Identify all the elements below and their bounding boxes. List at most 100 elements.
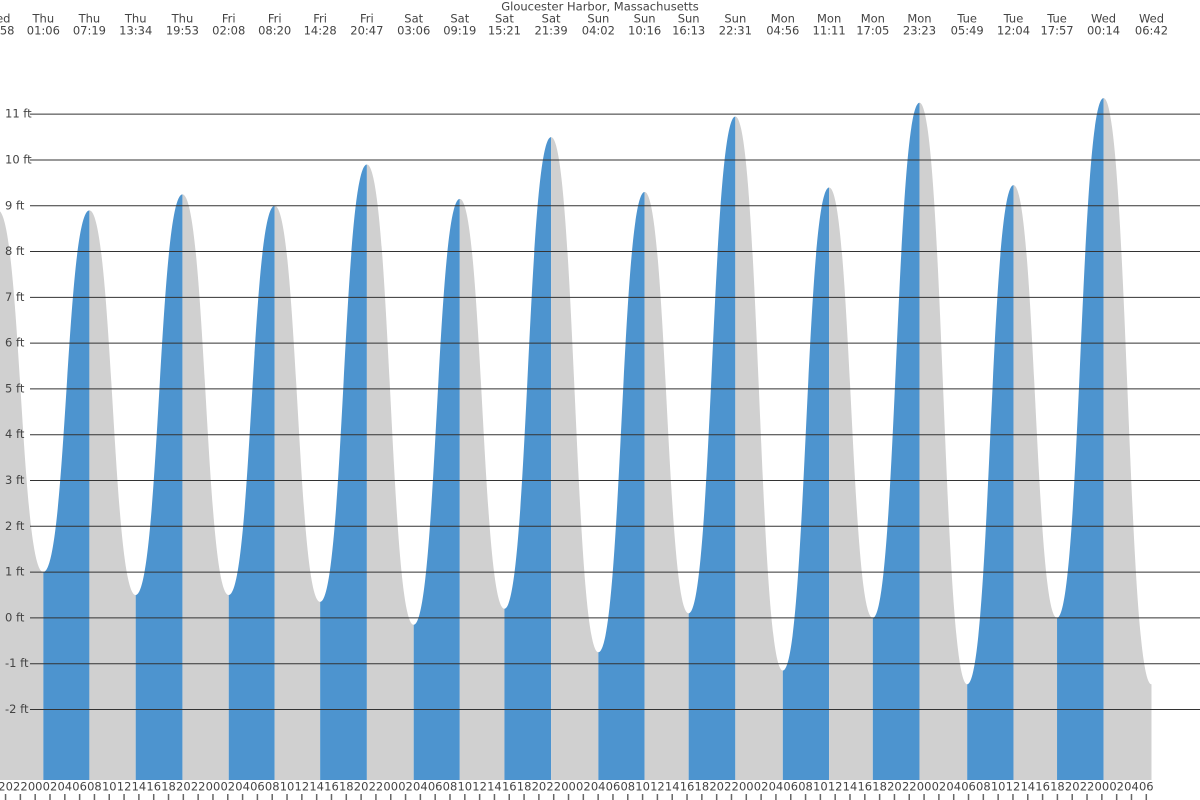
x-tick-label: 02 bbox=[576, 780, 591, 794]
rising-tide bbox=[228, 205, 275, 780]
extreme-day: Tue bbox=[1046, 12, 1067, 26]
x-tick-label: 10 bbox=[635, 780, 650, 794]
x-tick-label: 04 bbox=[235, 780, 250, 794]
x-tick-label: 00 bbox=[383, 780, 398, 794]
extreme-time: 20:47 bbox=[350, 24, 383, 38]
x-tick-label: 14 bbox=[309, 780, 324, 794]
falling-tide bbox=[0, 211, 44, 780]
extreme-day: Fri bbox=[222, 12, 236, 26]
extreme-time: 09:19 bbox=[443, 24, 476, 38]
x-tick-label: 00 bbox=[561, 780, 576, 794]
rising-tide bbox=[43, 210, 90, 780]
extreme-time: 00:14 bbox=[1087, 24, 1120, 38]
extreme-day: Tue bbox=[1003, 12, 1024, 26]
x-tick-label: 12 bbox=[650, 780, 665, 794]
x-tick-label: 12 bbox=[472, 780, 487, 794]
extreme-day: Mon bbox=[907, 12, 931, 26]
x-tick-label: 06 bbox=[783, 780, 798, 794]
falling-tide bbox=[1103, 98, 1152, 780]
x-tick-label: 02 bbox=[43, 780, 58, 794]
x-tick-label: 08 bbox=[443, 780, 458, 794]
extreme-day: Sat bbox=[495, 12, 514, 26]
x-tick-label: 18 bbox=[517, 780, 532, 794]
x-tick-label: 04 bbox=[1124, 780, 1139, 794]
x-tick-label: 04 bbox=[591, 780, 606, 794]
x-tick-label: 02 bbox=[754, 780, 769, 794]
tide-areas bbox=[0, 98, 1152, 781]
extreme-time: 22:31 bbox=[719, 24, 752, 38]
x-tick-label: 00 bbox=[917, 780, 932, 794]
x-tick-label: 12 bbox=[117, 780, 132, 794]
x-tick-label: 14 bbox=[843, 780, 858, 794]
extreme-time: 13:34 bbox=[119, 24, 152, 38]
x-tick-label: 20 bbox=[709, 780, 724, 794]
falling-tide bbox=[829, 187, 873, 780]
extreme-time: 04:02 bbox=[582, 24, 615, 38]
x-tick-label: 16 bbox=[1035, 780, 1050, 794]
extreme-time: 23:23 bbox=[903, 24, 936, 38]
extreme-day: Mon bbox=[861, 12, 885, 26]
x-tick-label: 20 bbox=[0, 780, 13, 794]
x-tick-label: 20 bbox=[1065, 780, 1080, 794]
falling-tide bbox=[459, 198, 505, 781]
extreme-time: 08:20 bbox=[258, 24, 291, 38]
extreme-day: Sun bbox=[587, 12, 609, 26]
x-tick-label: 06 bbox=[72, 780, 87, 794]
x-tick-label: 06 bbox=[250, 780, 265, 794]
x-tick-label: 16 bbox=[146, 780, 161, 794]
extreme-day: Wed bbox=[1139, 12, 1164, 26]
grid bbox=[4, 113, 1200, 800]
extreme-time: 07:19 bbox=[73, 24, 106, 38]
x-tick-label: 08 bbox=[976, 780, 991, 794]
y-tick-label: 4 ft bbox=[5, 427, 25, 441]
x-tick-label: 16 bbox=[680, 780, 695, 794]
extreme-time: 18:58 bbox=[0, 24, 15, 38]
falling-tide bbox=[89, 210, 136, 780]
y-tick-label: -1 ft bbox=[5, 656, 29, 670]
y-tick-label: 6 ft bbox=[5, 336, 25, 350]
x-tick-label: 16 bbox=[324, 780, 339, 794]
extreme-day: Wed bbox=[1091, 12, 1116, 26]
rising-tide bbox=[1057, 98, 1104, 780]
x-tick-label: 22 bbox=[191, 780, 206, 794]
y-tick-label: 3 ft bbox=[5, 473, 25, 487]
y-tick-label: 1 ft bbox=[5, 565, 25, 579]
extreme-day: Wed bbox=[0, 12, 10, 26]
extreme-time: 01:06 bbox=[27, 24, 60, 38]
extreme-time: 06:42 bbox=[1135, 24, 1168, 38]
extreme-time: 17:05 bbox=[856, 24, 889, 38]
rising-tide bbox=[872, 102, 920, 780]
extreme-day: Thu bbox=[78, 12, 101, 26]
x-tick-label: 18 bbox=[1050, 780, 1065, 794]
extreme-day: Sun bbox=[724, 12, 746, 26]
x-tick-label: 18 bbox=[339, 780, 354, 794]
x-tick-label: 08 bbox=[87, 780, 102, 794]
x-tick-label: 08 bbox=[620, 780, 635, 794]
falling-tide bbox=[1013, 185, 1058, 780]
extreme-day: Sat bbox=[404, 12, 423, 26]
x-tick-label: 00 bbox=[28, 780, 43, 794]
extreme-time: 19:53 bbox=[166, 24, 199, 38]
extreme-time: 21:39 bbox=[535, 24, 568, 38]
x-tick-label: 02 bbox=[932, 780, 947, 794]
x-tick-label: 06 bbox=[1139, 780, 1154, 794]
x-tick-label: 20 bbox=[176, 780, 191, 794]
y-tick-label: 9 ft bbox=[5, 198, 25, 212]
extreme-day: Thu bbox=[124, 12, 147, 26]
x-tick-label: 12 bbox=[295, 780, 310, 794]
extreme-day: Sat bbox=[542, 12, 561, 26]
extreme-time: 17:57 bbox=[1040, 24, 1073, 38]
x-tick-label: 06 bbox=[606, 780, 621, 794]
extreme-time: 02:08 bbox=[212, 24, 245, 38]
rising-tide bbox=[135, 194, 183, 780]
extreme-day: Fri bbox=[360, 12, 374, 26]
extreme-time: 05:49 bbox=[951, 24, 984, 38]
x-tick-label: 02 bbox=[220, 780, 235, 794]
x-tick-label: 22 bbox=[724, 780, 739, 794]
extreme-time: 10:16 bbox=[628, 24, 661, 38]
x-tick-label: 04 bbox=[769, 780, 784, 794]
chart-title: Gloucester Harbor, Massachusetts bbox=[501, 0, 699, 14]
extreme-day: Sun bbox=[678, 12, 700, 26]
x-tick-label: 00 bbox=[1095, 780, 1110, 794]
